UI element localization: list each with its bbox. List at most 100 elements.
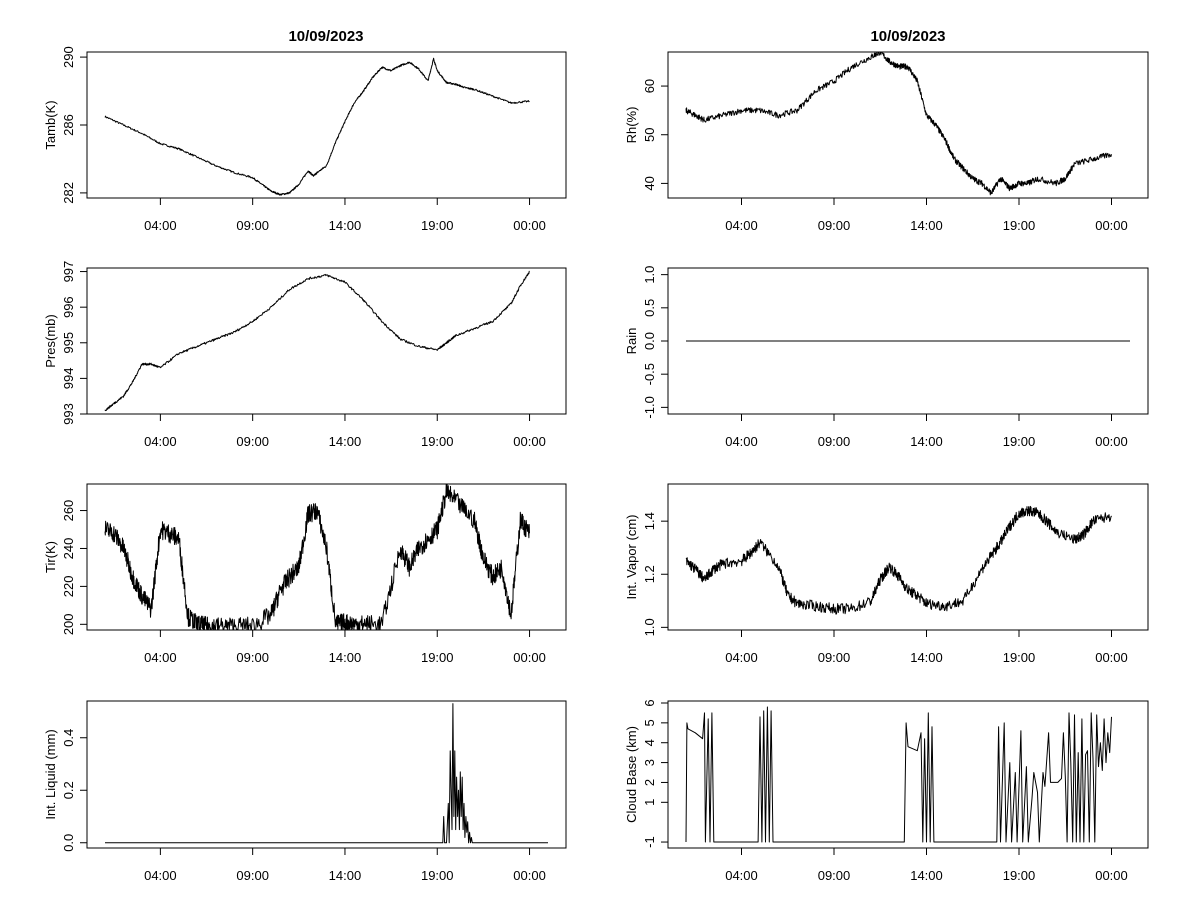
series-line-pres — [104, 270, 530, 412]
y-tick-label: 260 — [61, 500, 76, 522]
y-tick-label: 4 — [642, 739, 657, 746]
plot-frame-rh — [667, 51, 1149, 199]
x-tick-label: 00:00 — [513, 218, 546, 233]
panel-rain: Rain -1.0 -0.5 0.0 0.5 1.0 04:00 09:00 14:00 19:0… — [624, 266, 1149, 449]
y-tick-label: 1.0 — [642, 618, 657, 636]
x-tick-label: 19:00 — [421, 218, 454, 233]
y-tick-label: 60 — [642, 79, 657, 93]
series-line-vapor — [685, 505, 1112, 615]
panel-rh: Rh(%) 40 50 60 04:00 09:00 14:00 19:00 00:00 — [624, 51, 1149, 233]
y-tick-label: 282 — [61, 182, 76, 204]
y-tick-label: 1.4 — [642, 512, 657, 530]
x-tick-label: 14:00 — [329, 650, 362, 665]
y-tick-label: 3 — [642, 759, 657, 766]
y-tick-label: 5 — [642, 719, 657, 726]
y-tick-label: 0.0 — [642, 332, 657, 350]
x-tick-label: 09:00 — [236, 650, 269, 665]
x-tick-label: 09:00 — [818, 218, 851, 233]
x-tick-label: 09:00 — [818, 868, 851, 883]
x-tick-label: 14:00 — [329, 868, 362, 883]
plot-frame-vapor — [667, 483, 1149, 631]
y-axis-label-tir: Tir(K) — [43, 541, 58, 573]
x-tick-label: 19:00 — [1003, 434, 1036, 449]
plot-frame-cloud — [667, 700, 1149, 849]
x-tick-label: 19:00 — [421, 650, 454, 665]
x-tick-label: 14:00 — [329, 434, 362, 449]
x-tick-label: 14:00 — [910, 218, 943, 233]
panel-liquid: Int. Liquid (mm)0.0 0.2 0.4 04:00 09:00 14:00… — [43, 700, 567, 883]
y-tick-label: 290 — [61, 46, 76, 68]
y-tick-label: 0.4 — [61, 729, 76, 747]
y-tick-label: 6 — [642, 699, 657, 706]
y-tick-label: 2 — [642, 779, 657, 786]
right-column-title: 10/09/2023 — [870, 28, 945, 45]
y-axis-label-rh: Rh(%) — [624, 107, 639, 144]
x-tick-label: 04:00 — [725, 434, 758, 449]
y-tick-label: 0.0 — [61, 834, 76, 852]
x-tick-label: 00:00 — [513, 650, 546, 665]
y-axis-label-pres: Pres(mb) — [43, 314, 58, 367]
x-tick-label: 19:00 — [421, 434, 454, 449]
y-tick-label: 240 — [61, 538, 76, 560]
series-line-cloud — [685, 706, 1112, 843]
y-axis-label-liquid: Int. Liquid (mm) — [43, 729, 58, 819]
y-tick-label: 996 — [61, 296, 76, 318]
plot-frame-liquid — [86, 700, 567, 849]
y-axis-label-tamb: Tamb(K) — [43, 100, 58, 149]
y-tick-label: 1 — [642, 799, 657, 806]
panel-pres: Pres(mb) 993 994 995 996 997 04:00 09:00 14:00 19… — [43, 261, 567, 449]
panel-cloud: Cloud Base (km) -1 1 2 3 4 5 6 04:00 09:00 14:00 19… — [624, 699, 1149, 883]
x-tick-label: 09:00 — [236, 218, 269, 233]
y-tick-label: 995 — [61, 332, 76, 354]
y-tick-label: 1.0 — [642, 266, 657, 284]
x-tick-label: 04:00 — [725, 218, 758, 233]
panel-vapor: Int. Vapor (cm) 1.0 1.2 1.4 04:00 09:00 14:00 1… — [624, 483, 1149, 665]
y-axis-label-cloud: Cloud Base (km) — [624, 726, 639, 823]
plot-frame-tir — [86, 483, 567, 631]
x-tick-label: 04:00 — [725, 868, 758, 883]
x-tick-label: 00:00 — [1095, 218, 1128, 233]
series-line-rh — [685, 51, 1112, 196]
y-tick-label: 286 — [61, 114, 76, 136]
y-tick-label: 220 — [61, 576, 76, 598]
y-axis-label-vapor: Int. Vapor (cm) — [624, 514, 639, 599]
x-tick-label: 14:00 — [910, 868, 943, 883]
panel-tamb: Tamb(K) 282 286 290 04:00 09:00 14:00 19:00 00:0… — [43, 46, 567, 233]
x-tick-label: 19:00 — [421, 868, 454, 883]
x-tick-label: 19:00 — [1003, 650, 1036, 665]
x-tick-label: 09:00 — [818, 650, 851, 665]
x-tick-label: 14:00 — [329, 218, 362, 233]
series-line-tamb — [104, 57, 530, 196]
x-tick-label: 04:00 — [144, 218, 177, 233]
y-tick-label: 997 — [61, 261, 76, 283]
left-column-title: 10/09/2023 — [288, 28, 363, 45]
x-tick-label: 19:00 — [1003, 218, 1036, 233]
plot-frame-pres — [86, 267, 567, 415]
x-tick-label: 04:00 — [144, 434, 177, 449]
x-tick-label: 04:00 — [144, 868, 177, 883]
x-tick-label: 04:00 — [725, 650, 758, 665]
x-tick-label: 00:00 — [1095, 650, 1128, 665]
y-tick-label: 1.2 — [642, 565, 657, 583]
x-tick-label: 14:00 — [910, 434, 943, 449]
plot-frame-tamb — [86, 51, 567, 199]
x-tick-label: 09:00 — [236, 868, 269, 883]
panels-container: Tamb(K) 282 286 290 04:00 09:00 14:00 19:00 00:0… — [43, 46, 1149, 883]
y-tick-label: 0.5 — [642, 299, 657, 317]
x-tick-label: 00:00 — [513, 868, 546, 883]
y-tick-label: 50 — [642, 127, 657, 141]
panel-tir: Tir(K) 200 220 240 260 04:00 09:00 14:00 19:00 00… — [43, 483, 567, 665]
x-tick-label: 00:00 — [1095, 868, 1128, 883]
y-tick-label: 993 — [61, 403, 76, 425]
x-tick-label: 04:00 — [144, 650, 177, 665]
y-tick-label: 994 — [61, 368, 76, 390]
series-line-tir — [104, 483, 530, 631]
y-tick-label: -1 — [642, 836, 657, 848]
x-tick-label: 00:00 — [513, 434, 546, 449]
x-tick-label: 00:00 — [1095, 434, 1128, 449]
series-line-liquid — [105, 703, 548, 844]
y-tick-label: -0.5 — [642, 363, 657, 385]
y-axis-label-rain: Rain — [624, 328, 639, 355]
x-tick-label: 09:00 — [236, 434, 269, 449]
